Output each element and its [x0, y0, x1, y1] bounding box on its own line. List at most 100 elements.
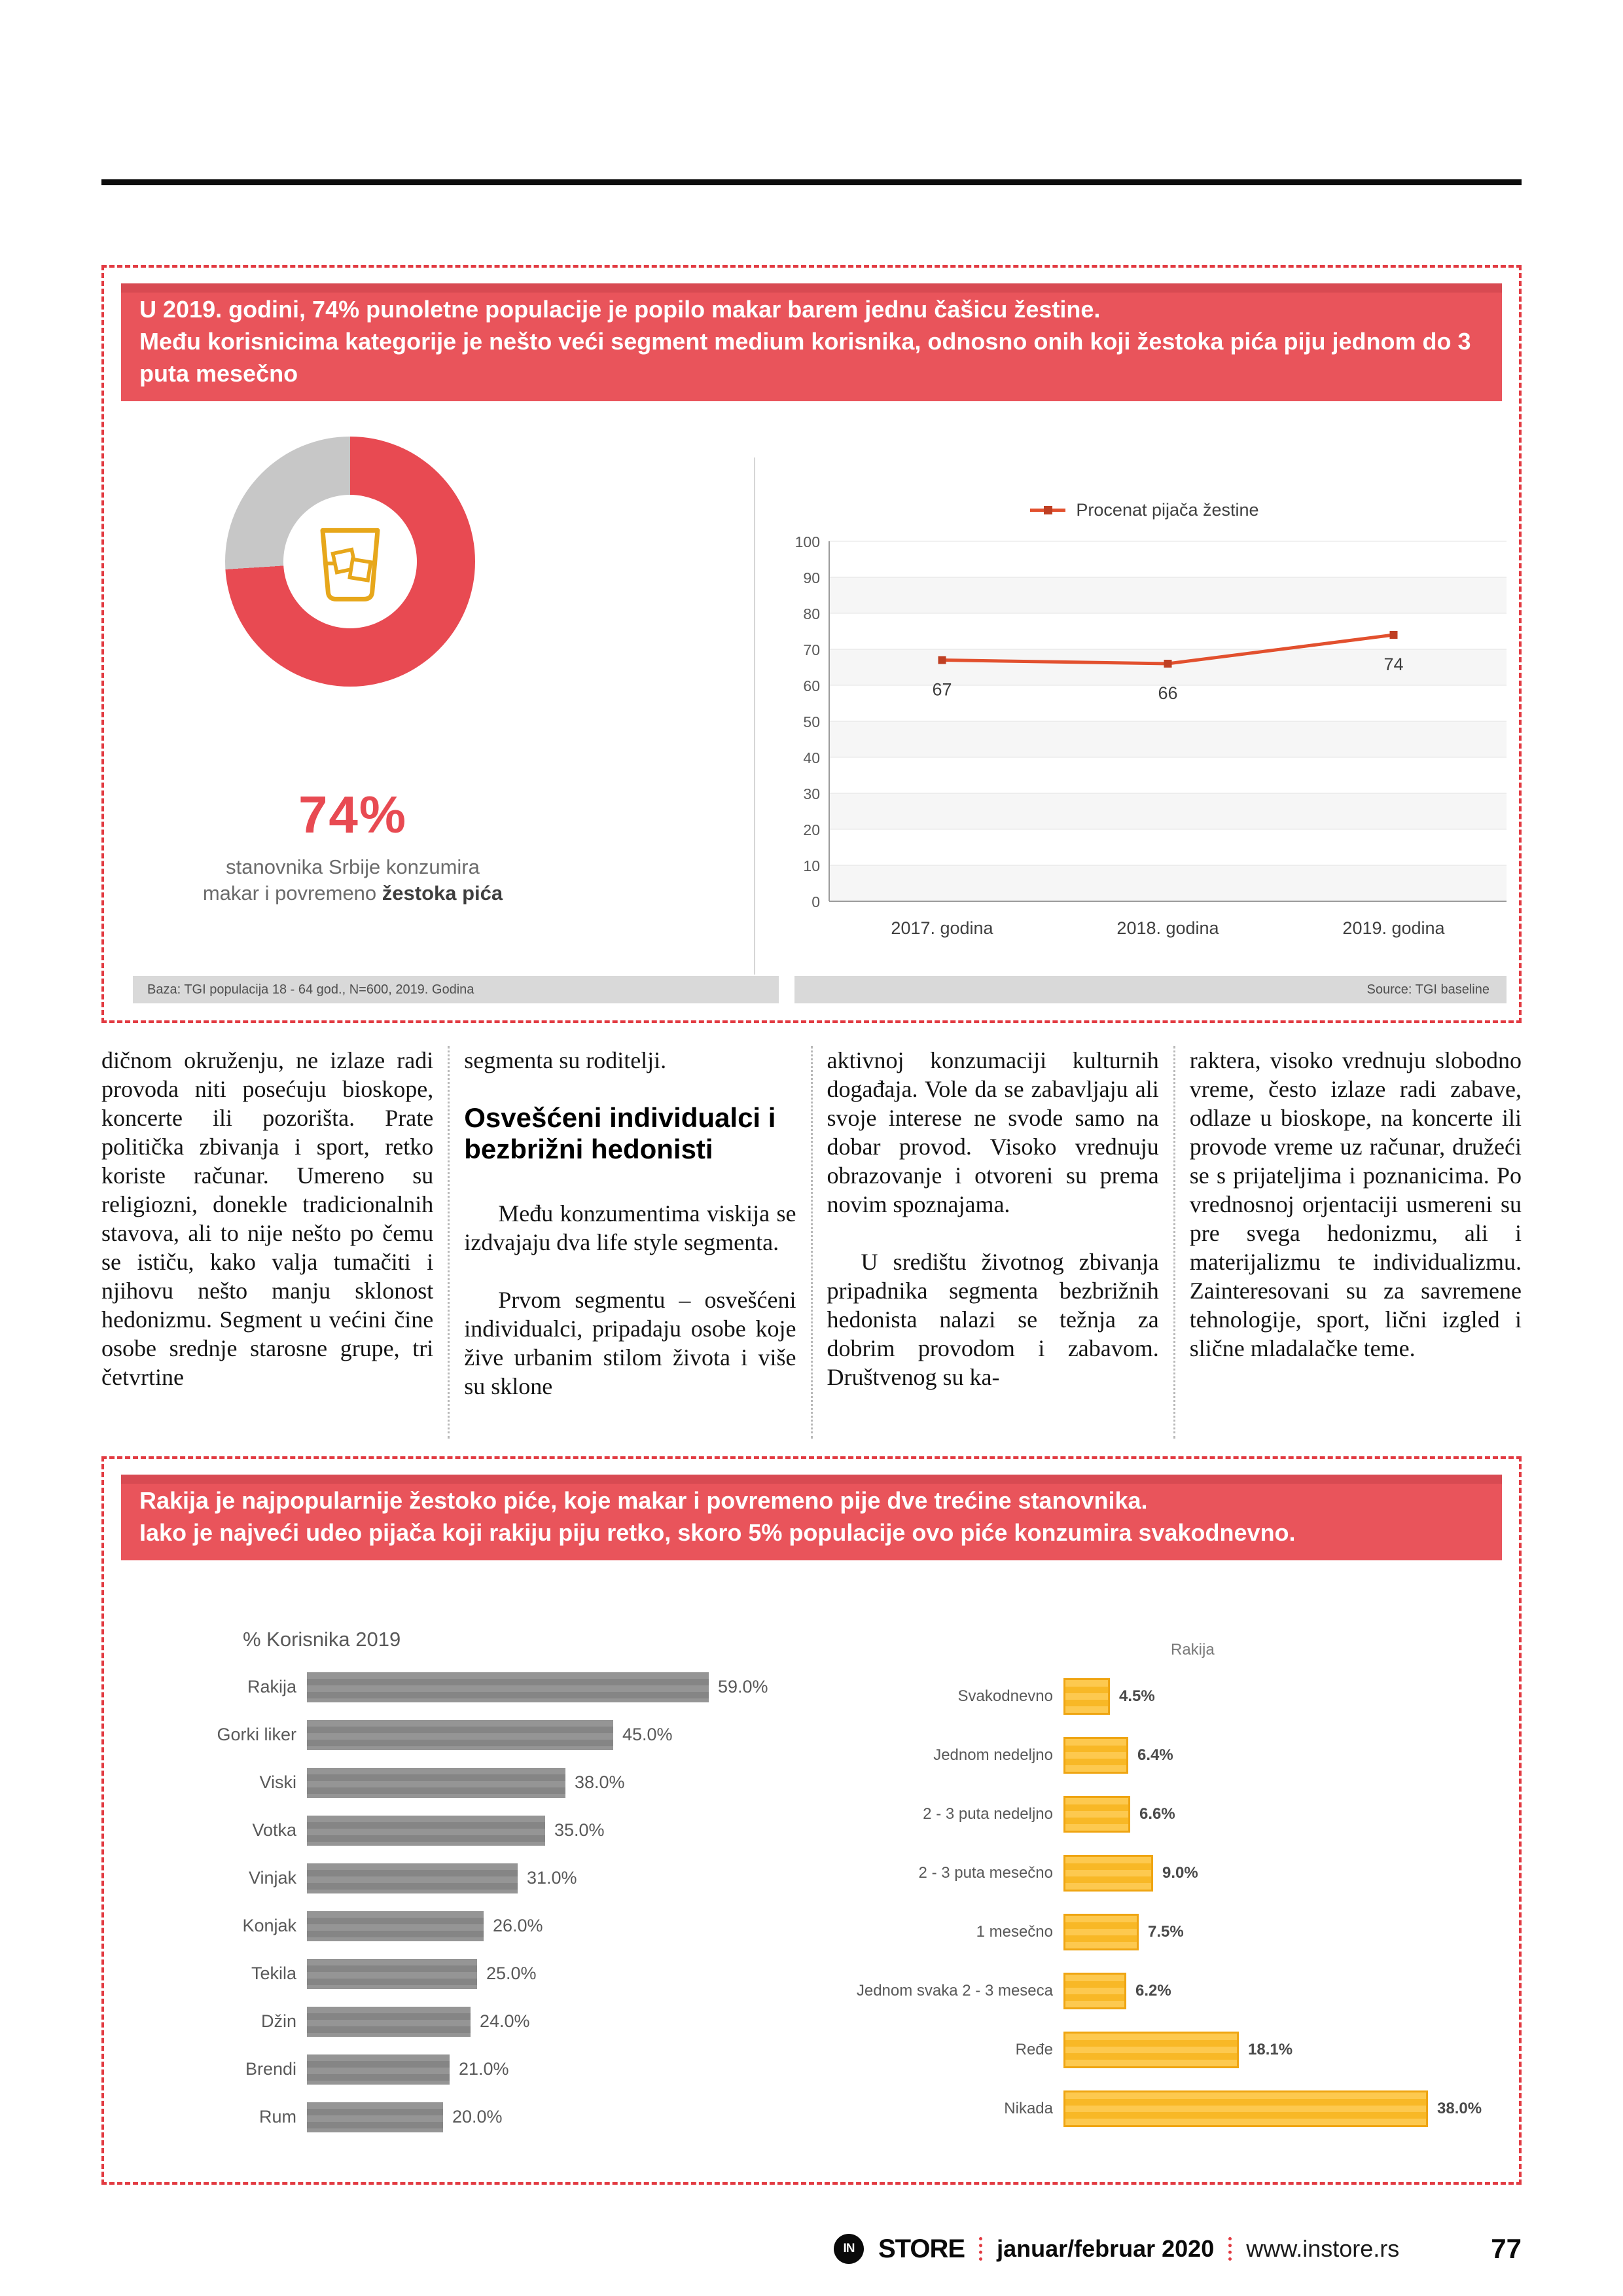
bar: [307, 2054, 450, 2085]
bar-category-label: Votka: [252, 1820, 296, 1840]
bar-value-label: 35.0%: [554, 1820, 605, 1840]
bar-category-label: 1 mesečno: [976, 1923, 1053, 1941]
bar-row: Svakodnevno 4.5%: [796, 1667, 1507, 1726]
bar: [1063, 2090, 1428, 2127]
article-columns: dičnom okruženju, ne izlaze radi provoda…: [101, 1046, 1522, 1439]
paragraph: dičnom okruženju, ne izlaze radi provoda…: [101, 1047, 434, 1390]
bar-category-label: Svakodnevno: [957, 1687, 1053, 1705]
bar: [307, 1958, 477, 1989]
source-note-left: Baza: TGI populacija 18 - 64 god., N=600…: [133, 976, 779, 1003]
bar-category-label: Gorki liker: [217, 1725, 296, 1744]
bar-value-label: 20.0%: [452, 2107, 503, 2126]
section-heading: Osvešćeni individualci i bezbrižni hedon…: [464, 1102, 776, 1164]
bar-row: Tekila 25.0%: [133, 1950, 787, 1998]
paragraph: aktivnoj konzumaciji kulturnih događaja.…: [827, 1047, 1159, 1217]
bar-value-label: 6.4%: [1137, 1746, 1173, 1764]
brand-name: STORE: [878, 2234, 965, 2263]
bar-category-label: Rum: [259, 2107, 296, 2126]
instore-logo: IN: [833, 2234, 864, 2264]
bar-value-label: 9.0%: [1162, 1864, 1198, 1882]
bar-category-label: Jednom svaka 2 - 3 meseca: [856, 1982, 1053, 2000]
banner-line-1: Rakija je najpopularnije žestoko piće, k…: [139, 1487, 1148, 1514]
banner-line-2: Među korisnicima kategorije je nešto već…: [139, 328, 1471, 387]
svg-text:74: 74: [1383, 655, 1403, 674]
bar-value-label: 6.6%: [1139, 1805, 1175, 1823]
paragraph: U središtu životnog zbivanja pripadnika …: [827, 1249, 1159, 1390]
bar-value-label: 7.5%: [1148, 1923, 1184, 1941]
bar-row: Džin 24.0%: [133, 1998, 787, 2045]
bar-row: Jednom nedeljno 6.4%: [796, 1726, 1507, 1785]
bar: [1063, 1796, 1130, 1833]
banner-line-1: U 2019. godini, 74% punoletne populacije…: [139, 296, 1101, 323]
donut-percentage: 74%: [298, 785, 408, 844]
top-rule: [101, 179, 1522, 185]
page-footer: IN STORE januar/februar 2020 www.instore…: [101, 2229, 1522, 2269]
bar: [1063, 1855, 1153, 1892]
legend-line-marker-icon: [1030, 506, 1066, 514]
svg-text:2018. godina: 2018. godina: [1116, 918, 1219, 938]
paragraph: Prvom segmentu – osvešćeni individualci,…: [464, 1287, 796, 1399]
bar-value-label: 38.0%: [1437, 2100, 1482, 2117]
bar-value-label: 21.0%: [459, 2059, 509, 2079]
bar-row: Gorki liker 45.0%: [133, 1711, 787, 1759]
bar: [1063, 2032, 1239, 2068]
bar-category-label: Vinjak: [248, 1868, 296, 1888]
svg-text:67: 67: [932, 680, 952, 700]
bar-chart-drinks: Rakija 59.0% Gorki liker 45.0% Viski 38.0% Vot…: [133, 1663, 787, 2141]
bar: [307, 1815, 545, 1846]
svg-text:10: 10: [803, 857, 820, 874]
bar-category-label: Nikada: [1004, 2100, 1053, 2117]
donut-hole: [283, 495, 417, 628]
bar-row: Votka 35.0%: [133, 1806, 787, 1854]
svg-text:60: 60: [803, 677, 820, 694]
bar: [307, 1719, 613, 1750]
bar-category-label: Viski: [259, 1772, 296, 1792]
svg-text:2017. godina: 2017. godina: [891, 918, 993, 938]
svg-text:2019. godina: 2019. godina: [1342, 918, 1445, 938]
bar-row: Rakija 59.0%: [133, 1663, 787, 1711]
bar-category-label: 2 - 3 puta mesečno: [918, 1864, 1053, 1882]
bar-value-label: 4.5%: [1119, 1687, 1155, 1705]
bar-row: Rum 20.0%: [133, 2093, 787, 2141]
paragraph: Među konzumentima viskija se izdvajaju d…: [464, 1200, 796, 1255]
bar-category-label: Ređe: [1015, 2041, 1053, 2058]
article-column-2: segmenta su roditelji. Osvešćeni individ…: [448, 1046, 810, 1439]
bar: [1063, 1737, 1128, 1774]
bar-row: Viski 38.0%: [133, 1759, 787, 1806]
bottom-banner: Rakija je najpopularnije žestoko piće, k…: [121, 1475, 1502, 1560]
source-note-right: Source: TGI baseline: [794, 976, 1507, 1003]
bar-row: Nikada 38.0%: [796, 2079, 1507, 2138]
website-url: www.instore.rs: [1246, 2235, 1400, 2262]
paragraph: raktera, visoko vrednuju slobodno vreme,…: [1189, 1047, 1522, 1361]
bar-row: Jednom svaka 2 - 3 meseca 6.2%: [796, 1962, 1507, 2020]
page-number: 77: [1491, 2233, 1522, 2264]
whiskey-glass-icon: [320, 528, 380, 601]
bar-chart-title-right: Rakija: [1171, 1641, 1215, 1659]
bar-value-label: 24.0%: [480, 2011, 530, 2031]
bar-value-label: 18.1%: [1248, 2041, 1293, 2058]
svg-text:0: 0: [812, 893, 820, 910]
bar: [1063, 1914, 1139, 1950]
svg-text:80: 80: [803, 605, 820, 622]
infographic-box-bottom: Rakija je najpopularnije žestoko piće, k…: [101, 1456, 1522, 2185]
bar: [307, 1767, 565, 1798]
bar-value-label: 6.2%: [1135, 1982, 1171, 2000]
top-banner: U 2019. godini, 74% punoletne populacije…: [121, 283, 1502, 401]
bar: [307, 1910, 484, 1941]
bar-value-label: 31.0%: [527, 1868, 577, 1888]
bar-row: Konjak 26.0%: [133, 1902, 787, 1950]
bar-value-label: 59.0%: [718, 1677, 768, 1696]
line-chart-legend: Procenat pijača žestine: [778, 500, 1511, 520]
bar-category-label: Rakija: [247, 1677, 296, 1696]
article-column-3: aktivnoj konzumaciji kulturnih događaja.…: [810, 1046, 1173, 1439]
bar-chart-rakija-frequency: Svakodnevno 4.5% Jednom nedeljno 6.4% 2 - 3 …: [796, 1667, 1507, 2138]
svg-text:20: 20: [803, 821, 820, 838]
donut-subtitle: stanovnika Srbije konzumira makar i povr…: [202, 855, 503, 905]
bar: [1063, 1973, 1126, 2009]
line-chart: 0 10 20 30 40 50 60 70 80 90 100 2017. godina 2018. …: [795, 533, 1507, 938]
bar: [1063, 1678, 1110, 1715]
article-column-4: raktera, visoko vrednuju slobodno vreme,…: [1173, 1046, 1522, 1439]
bar: [307, 2102, 443, 2132]
bar-row: 2 - 3 puta mesečno 9.0%: [796, 1844, 1507, 1903]
bar-value-label: 25.0%: [486, 1964, 537, 1983]
